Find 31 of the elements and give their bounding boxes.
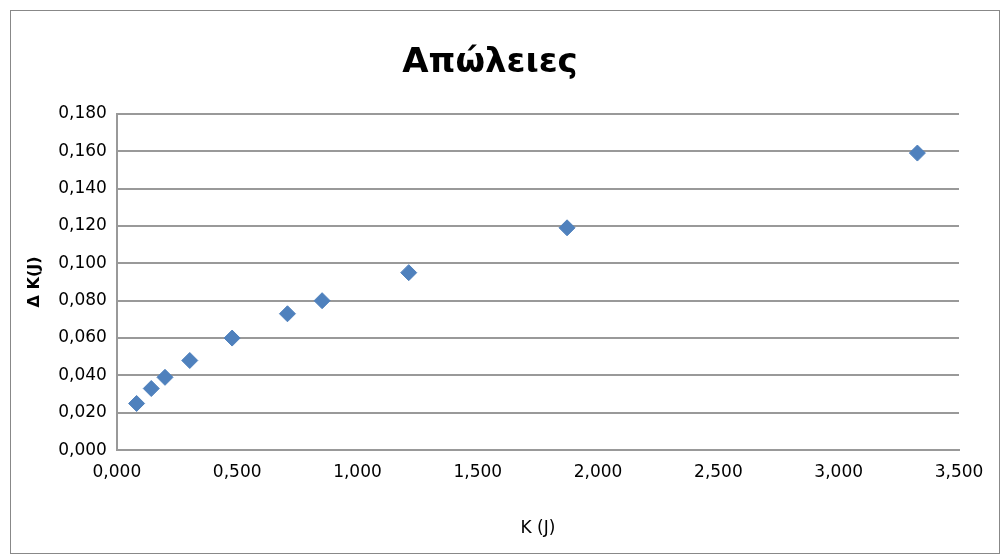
y-tick-label: 0,020 xyxy=(58,401,107,422)
x-tick-label: 3,500 xyxy=(934,460,984,481)
y-tick-label: 0,140 xyxy=(58,176,107,197)
point xyxy=(400,264,418,282)
x-tick-label: 1,500 xyxy=(453,460,503,481)
y-axis-title: Δ K(J) xyxy=(23,256,43,308)
point xyxy=(128,394,146,412)
x-tick-label: 2,500 xyxy=(694,460,743,481)
point xyxy=(142,380,160,398)
x-axis-title: K (J) xyxy=(520,517,556,538)
point xyxy=(908,144,926,162)
point xyxy=(558,219,576,237)
y-tick-label: 0,180 xyxy=(58,102,107,123)
y-tick-label: 0,040 xyxy=(58,363,107,384)
x-tick-label: 3,000 xyxy=(814,460,864,481)
y-tick-label: 0,120 xyxy=(58,214,107,235)
y-tick-label: 0,160 xyxy=(58,139,107,160)
point xyxy=(181,351,199,369)
x-tick-label: 0,500 xyxy=(212,460,262,481)
point xyxy=(223,329,241,347)
point xyxy=(156,368,174,386)
point xyxy=(313,292,331,310)
x-tick-label: 2,000 xyxy=(573,460,623,481)
chart-title: Απώλειες xyxy=(402,40,578,81)
y-tick-label: 0,080 xyxy=(58,289,107,310)
y-tick-label: 0,000 xyxy=(58,438,107,459)
x-tick-label: 0,000 xyxy=(92,460,142,481)
y-tick-label: 0,100 xyxy=(58,251,107,272)
y-tick-label: 0,060 xyxy=(58,326,107,347)
point xyxy=(278,305,296,323)
x-tick-label: 1,000 xyxy=(333,460,382,481)
